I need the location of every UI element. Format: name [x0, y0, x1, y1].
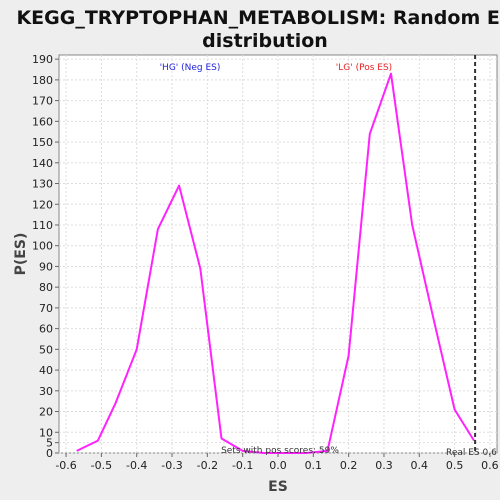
y-tick-label: 50 — [39, 343, 53, 356]
y-tick-label: 150 — [32, 136, 53, 149]
y-tick-label: 160 — [32, 115, 53, 128]
y-tick-label: 110 — [32, 219, 53, 232]
y-tick-label: 0 — [46, 447, 53, 460]
y-tick-label: 5 — [46, 437, 53, 450]
pos-es-label: 'LG' (Pos ES) — [336, 63, 392, 73]
y-tick-label: 140 — [32, 157, 53, 170]
y-tick-label: 80 — [39, 281, 53, 294]
x-tick-label: 0.2 — [340, 459, 358, 472]
y-tick-label: 90 — [39, 260, 53, 273]
x-tick-label: 0.4 — [411, 459, 429, 472]
x-tick-label: 0.0 — [269, 459, 287, 472]
y-tick-label: 10 — [39, 426, 53, 439]
y-tick-label: 30 — [39, 385, 53, 398]
x-tick-label: -0.4 — [126, 459, 147, 472]
y-tick-label: 60 — [39, 323, 53, 336]
grid-lines — [59, 55, 497, 454]
plot-area — [58, 54, 498, 454]
pos-scores-label: Sets with pos scores: 59% — [221, 446, 339, 456]
x-tick-label: -0.3 — [161, 459, 182, 472]
y-tick-label: 20 — [39, 406, 53, 419]
y-tick-label: 190 — [32, 53, 53, 66]
x-axis: -0.6 -0.5 -0.4 -0.3 -0.2 -0.1 0.0 0.1 0.2 0.3 0.4 0… — [55, 453, 499, 472]
y-axis-label: P(ES) — [13, 233, 29, 276]
y-tick-label: 180 — [32, 74, 53, 87]
x-axis-label: ES — [268, 479, 288, 495]
x-tick-label: -0.1 — [232, 459, 253, 472]
chart-title-line1: KEGG_TRYPTOPHAN_METABOLISM: Random ES — [16, 7, 500, 29]
y-tick-label: 170 — [32, 95, 53, 108]
y-tick-label: 100 — [32, 240, 53, 253]
y-tick-label: 120 — [32, 198, 53, 211]
real-es-label: Real ES 0.6 — [446, 448, 497, 458]
x-tick-label: -0.5 — [91, 459, 112, 472]
y-tick-label: 40 — [39, 364, 53, 377]
chart-title-line2: distribution — [202, 30, 328, 52]
y-tick-label: 70 — [39, 302, 53, 315]
x-tick-label: -0.6 — [55, 459, 76, 472]
x-tick-label: 0.1 — [305, 459, 323, 472]
x-tick-label: 0.5 — [446, 459, 464, 472]
y-tick-label: 130 — [32, 178, 53, 191]
x-tick-label: -0.2 — [197, 459, 218, 472]
x-tick-label: 0.6 — [481, 459, 499, 472]
x-tick-label: 0.3 — [375, 459, 393, 472]
es-distribution-line — [76, 72, 475, 454]
neg-es-label: 'HG' (Neg ES) — [160, 63, 221, 73]
series-layer — [76, 72, 475, 454]
